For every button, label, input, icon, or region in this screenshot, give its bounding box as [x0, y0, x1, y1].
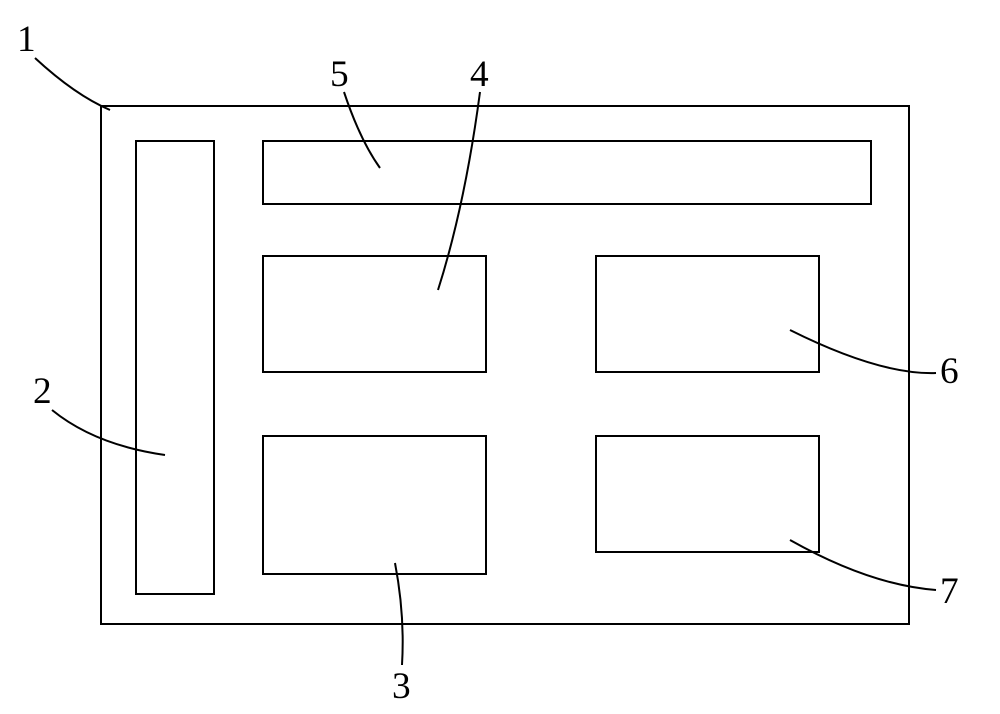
- box-mid-left: [262, 255, 487, 373]
- leader-1: [35, 58, 110, 110]
- label-4: 4: [470, 53, 489, 96]
- box-bot-right: [595, 435, 820, 553]
- label-1: 1: [17, 18, 36, 61]
- label-5: 5: [330, 53, 349, 96]
- label-6: 6: [940, 350, 959, 393]
- label-2: 2: [33, 370, 52, 413]
- box-sidebar: [135, 140, 215, 595]
- box-bot-left: [262, 435, 487, 575]
- diagram-stage: 1 2 3 4 5 6 7: [0, 0, 1000, 714]
- label-7: 7: [940, 570, 959, 613]
- box-mid-right: [595, 255, 820, 373]
- box-topbar: [262, 140, 872, 205]
- label-3: 3: [392, 665, 411, 708]
